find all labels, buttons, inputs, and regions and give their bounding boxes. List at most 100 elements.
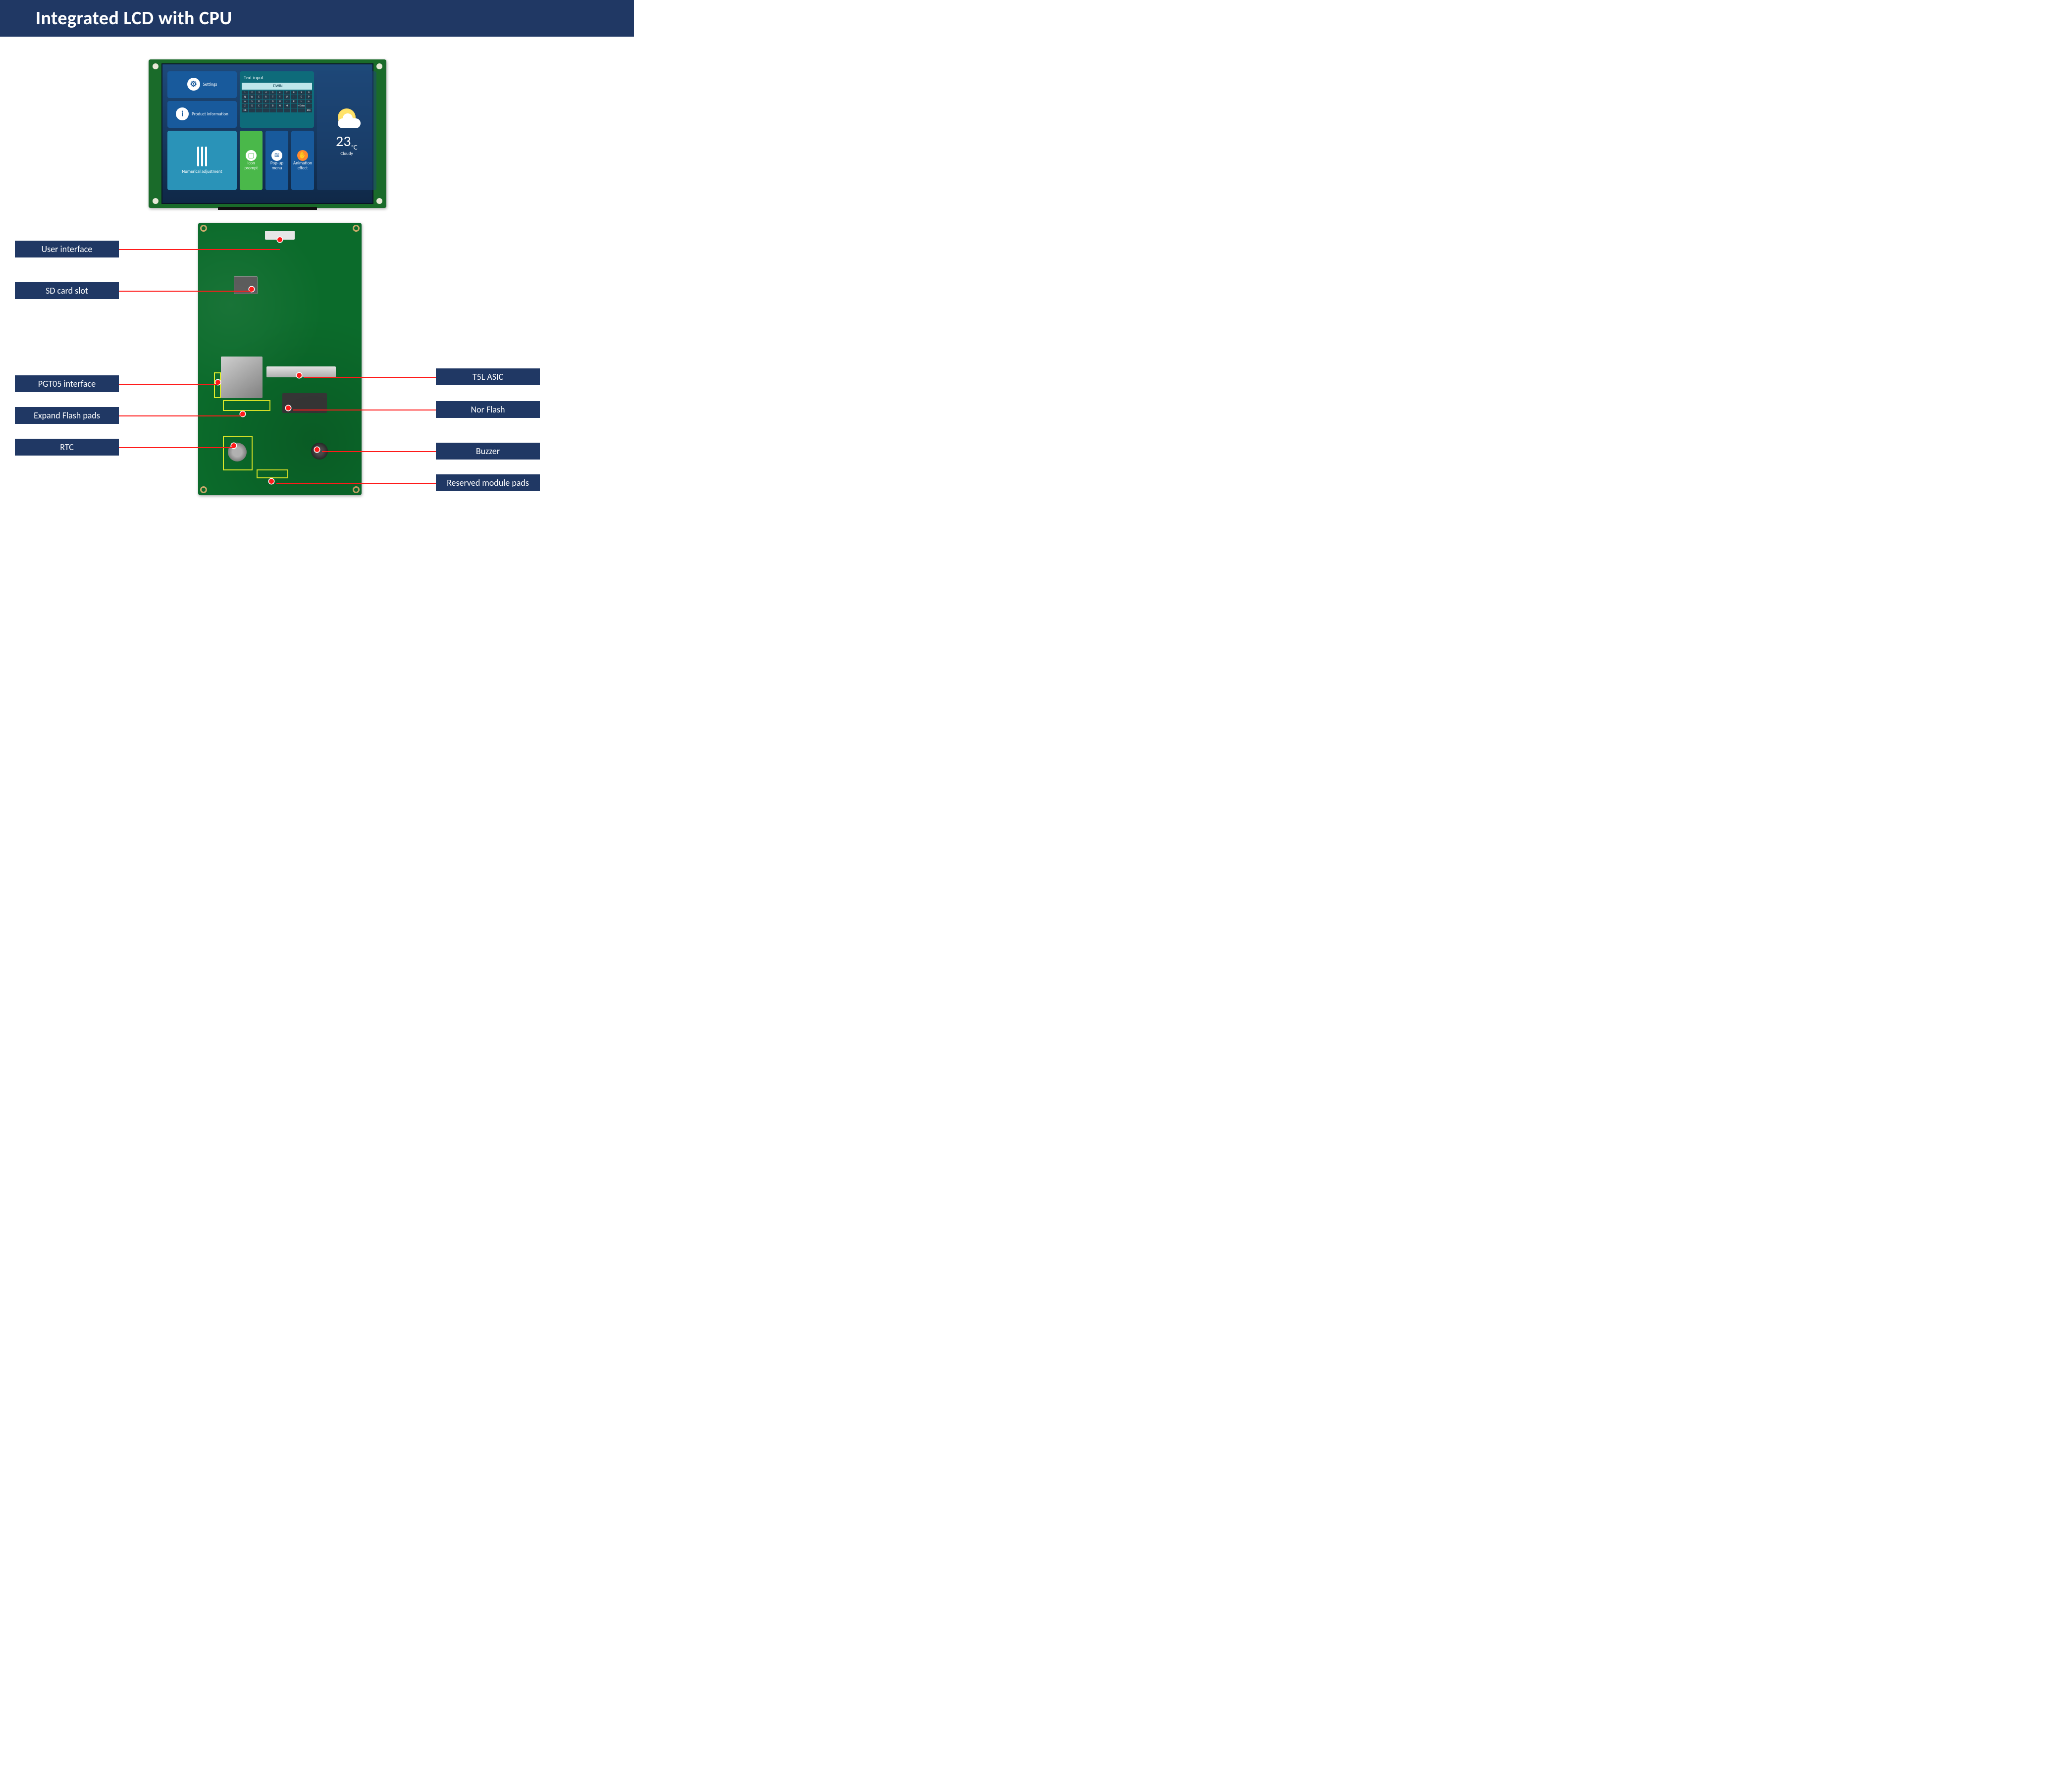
key: 9 xyxy=(298,91,305,95)
temp-unit: ℃ xyxy=(351,145,357,152)
callout-user_interface: User interface xyxy=(15,241,119,257)
key: C xyxy=(256,104,262,108)
info-icon: i xyxy=(176,107,189,120)
leader-line xyxy=(119,291,252,292)
key: K xyxy=(291,100,297,103)
key: R xyxy=(263,95,269,99)
key: 6 xyxy=(277,91,283,95)
gear-icon: ⚙ xyxy=(187,78,200,91)
key: H xyxy=(277,100,283,103)
weather-description: Cloudy xyxy=(340,152,353,156)
page-root: Integrated LCD with CPU ⚙ Settings i Pro… xyxy=(0,0,634,553)
key: B xyxy=(269,104,276,108)
key: N xyxy=(277,104,283,108)
callout-expand_flash: Expand Flash pads xyxy=(15,407,119,424)
leader-line xyxy=(119,415,243,416)
callout-reserved_pads: Reserved module pads xyxy=(436,474,540,491)
mount-hole-icon xyxy=(200,486,207,493)
rtc-battery xyxy=(228,443,247,461)
hand-icon: ✋ xyxy=(297,150,308,161)
temperature-value: 23℃ xyxy=(336,132,358,152)
key: P xyxy=(306,95,312,99)
tile-label: Settings xyxy=(203,82,217,87)
key: ESC xyxy=(306,108,312,112)
key xyxy=(277,108,283,112)
leader-line xyxy=(322,451,436,452)
key: 5 xyxy=(269,91,276,95)
mount-hole-icon xyxy=(200,225,207,232)
mount-hole-icon xyxy=(353,486,360,493)
key: L xyxy=(298,100,305,103)
key: Q xyxy=(242,95,248,99)
key: A xyxy=(242,100,248,103)
tile-label: Product information xyxy=(192,112,228,117)
leader-line xyxy=(119,384,218,385)
text-input-field: DWIN xyxy=(242,83,312,90)
tile-settings: ⚙ Settings xyxy=(167,71,237,98)
key: G xyxy=(269,100,276,103)
key: 8 xyxy=(291,91,297,95)
key: T xyxy=(269,95,276,99)
callout-nor_flash: Nor Flash xyxy=(436,401,540,418)
rtc-highlight xyxy=(223,436,253,470)
callout-t5l_asic: T5L ASIC xyxy=(436,368,540,385)
marker-dot xyxy=(277,237,282,242)
tile-weather: 23℃ Cloudy xyxy=(317,71,376,190)
leader-line xyxy=(276,483,436,484)
key: I xyxy=(291,95,297,99)
key xyxy=(306,104,312,108)
key: M xyxy=(284,104,290,108)
key: S xyxy=(249,100,255,103)
marker-dot xyxy=(286,406,291,410)
tile-animation: ✋ Animation effect xyxy=(291,131,314,190)
prompt-icon: ▢ xyxy=(246,150,257,161)
expand-flash-highlight xyxy=(223,400,270,411)
key: U xyxy=(284,95,290,99)
tile-numerical-adj: Numerical adjustment xyxy=(167,131,237,190)
key xyxy=(291,108,297,112)
key: Y xyxy=(277,95,283,99)
reserved-pads-highlight xyxy=(257,469,288,478)
tile-label: Animation effect xyxy=(293,161,312,171)
bottom-tiles-row: ▢ Icon prompt ≋ Pop-up menu ✋ Animation … xyxy=(240,131,314,190)
key: OK xyxy=(242,108,248,112)
key: D xyxy=(256,100,262,103)
lcd-ribbon-connector xyxy=(218,207,317,210)
key: 0 xyxy=(306,91,312,95)
pgt05-highlight xyxy=(214,372,221,398)
tile-icon-prompt: ▢ Icon prompt xyxy=(240,131,263,190)
screw-hole-icon xyxy=(153,198,158,204)
key xyxy=(298,108,305,112)
key xyxy=(291,104,297,108)
key xyxy=(263,108,269,112)
tile-product-info: i Product information xyxy=(167,101,237,128)
pcb-back-view xyxy=(198,223,362,495)
key: ← xyxy=(306,100,312,103)
key: V xyxy=(263,104,269,108)
key: J xyxy=(284,100,290,103)
key xyxy=(256,108,262,112)
callout-rtc: RTC xyxy=(15,439,119,456)
callout-buzzer: Buzzer xyxy=(436,443,540,460)
key xyxy=(249,108,255,112)
key: 4 xyxy=(263,91,269,95)
tile-text-input: Text input DWIN 1234567890QWERTYUIOPASDF… xyxy=(240,71,314,128)
mount-hole-icon xyxy=(353,225,360,232)
key xyxy=(284,108,290,112)
tile-popup-menu: ≋ Pop-up menu xyxy=(265,131,288,190)
temp-number: 23 xyxy=(336,132,351,151)
layers-icon: ≋ xyxy=(271,150,282,161)
key: O xyxy=(298,95,305,99)
sliders-icon xyxy=(197,147,207,166)
leader-line xyxy=(304,377,436,378)
lcd-screen: ⚙ Settings i Product information Text in… xyxy=(161,63,373,204)
cloud-icon xyxy=(338,118,361,128)
screw-hole-icon xyxy=(153,63,158,69)
title-bar: Integrated LCD with CPU xyxy=(0,0,634,37)
tile-label: Pop-up menu xyxy=(267,161,286,171)
marker-dot xyxy=(315,447,319,452)
marker-dot xyxy=(269,479,274,484)
screw-hole-icon xyxy=(376,63,382,69)
tile-label: Numerical adjustment xyxy=(182,169,222,174)
key: W xyxy=(249,95,255,99)
